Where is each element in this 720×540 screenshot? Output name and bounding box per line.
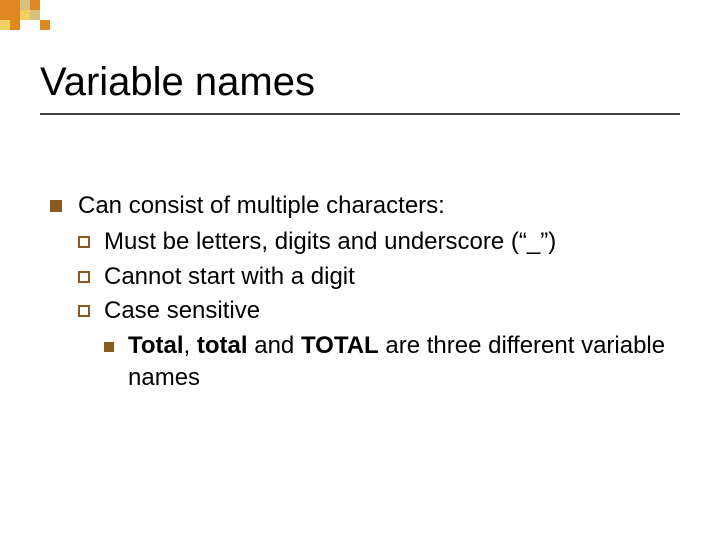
- corner-logo: [0, 0, 60, 40]
- list-item: Must be letters, digits and underscore (…: [50, 226, 690, 258]
- list-item-text: Case sensitive: [104, 297, 260, 324]
- small-square-bullet-icon: [104, 342, 114, 352]
- list-item-text: Must be letters, digits and underscore (…: [104, 228, 556, 255]
- list-item: Case sensitive: [50, 295, 690, 327]
- slide-title: Variable names: [40, 60, 680, 113]
- list-item-text: Total, total and TOTAL are three differe…: [128, 332, 665, 391]
- hollow-square-bullet-icon: [78, 236, 90, 248]
- list-item-text: Can consist of multiple characters:: [78, 192, 445, 219]
- title-underline: [40, 113, 680, 115]
- list-item: Can consist of multiple characters:: [50, 190, 690, 222]
- list-item-text: Cannot start with a digit: [104, 263, 355, 290]
- list-item: Cannot start with a digit: [50, 261, 690, 293]
- slide-body: Can consist of multiple characters: Must…: [50, 190, 690, 394]
- list-item: Total, total and TOTAL are three differe…: [50, 330, 690, 395]
- hollow-square-bullet-icon: [78, 271, 90, 283]
- title-block: Variable names: [40, 60, 680, 115]
- hollow-square-bullet-icon: [78, 305, 90, 317]
- square-bullet-icon: [50, 200, 62, 212]
